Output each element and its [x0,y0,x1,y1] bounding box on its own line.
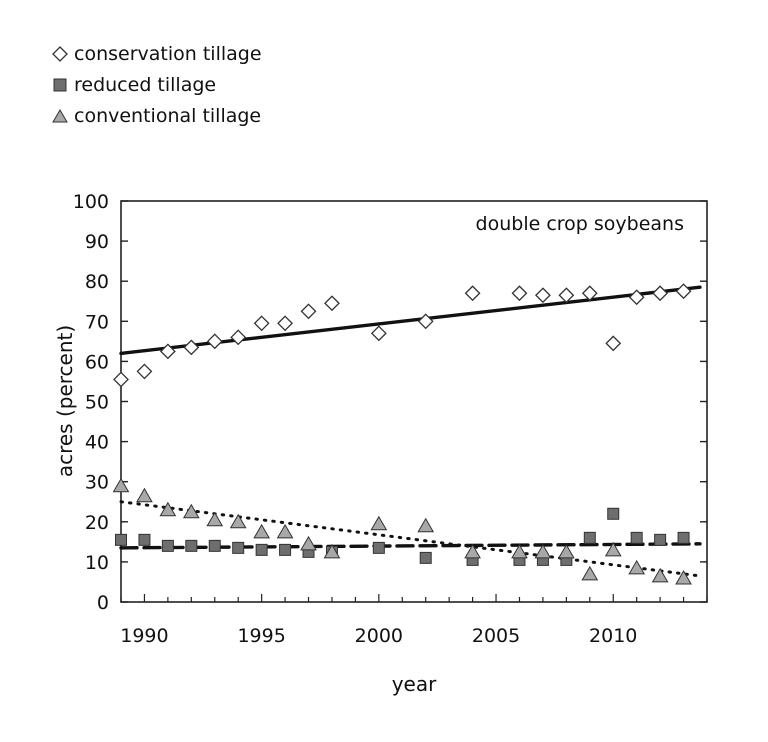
reduced-point [630,531,643,544]
y-tick-label: 10 [85,552,109,574]
y-tick-label: 20 [85,512,109,534]
conventional-point [229,513,247,529]
conventional-point [464,543,481,559]
conventional-point [136,487,153,503]
reduced-point [115,533,127,546]
legend-item-conventional: conventional tillage [52,100,262,131]
conventional-point [417,517,435,533]
chart-annotation: double crop soybeans [476,213,684,235]
conservation-point [558,287,575,304]
reduced-point [419,551,432,564]
legend-label-conventional: conventional tillage [74,104,262,127]
reduced-point [654,533,667,546]
conservation-point [159,343,176,360]
conservation-point [675,283,692,300]
conservation-point [230,329,247,346]
legend-label-conservation: conservation tillage [74,42,262,65]
x-axis: 1990 1995 2000 2005 2010 [120,594,708,647]
conservation-point [277,315,293,332]
conventional-point [112,477,130,493]
conventional-point [323,543,341,559]
legend-label-reduced: reduced tillage [74,73,217,96]
reduced-point [185,539,198,552]
reduced-point [583,531,596,544]
y-axis: 0 10 20 30 40 50 60 70 80 90 100 [73,191,707,614]
legend-item-conservation: conservation tillage [52,38,262,69]
x-axis-label: year [392,672,437,696]
reduced-point [279,543,292,556]
y-tick-label: 30 [85,472,109,494]
conservation-point [113,371,129,388]
conventional-point [604,541,622,557]
conventional-point [206,511,224,527]
conservation-point [253,315,270,332]
x-tick-label: 2005 [472,625,520,647]
reduced-point [255,543,268,556]
conventional-point [534,543,552,559]
reduced-point [677,531,690,544]
y-tick-label: 100 [73,191,109,213]
conservation-point [535,287,551,304]
conventional-point [182,503,200,519]
conventional-point [511,543,528,559]
conservation-point [300,303,317,320]
diamond-marker-icon [52,45,68,62]
conventional-point [276,523,294,539]
conservation-point [464,285,481,302]
reduced-point [232,541,245,554]
reduced-point [138,533,151,546]
conventional-point [159,501,177,517]
conventional-point [651,567,669,583]
y-tick-label: 0 [97,592,109,614]
x-tick-label: 1995 [237,625,285,647]
data-points [112,283,692,585]
y-tick-label: 70 [85,311,109,333]
conservation-point [417,313,434,330]
x-tick-label: 2000 [355,625,403,647]
y-tick-label: 60 [85,351,109,373]
conservation-point [652,285,669,302]
x-tick-label: 1990 [120,625,168,647]
conservation-point [581,285,598,302]
conservation-point [628,289,645,306]
reduced-point [607,507,620,520]
conservation-point [511,285,528,302]
y-tick-label: 40 [85,432,109,454]
y-tick-label: 90 [85,231,109,253]
triangle-marker-icon [52,108,68,122]
conservation-point [324,295,340,312]
reduced-point [161,539,174,552]
reduced-point [208,539,221,552]
conservation-point [206,333,223,350]
conventional-point [557,543,575,559]
x-tick-label: 2010 [589,625,637,647]
legend: conservation tillage reduced tillage con… [52,38,262,131]
conservation-point [605,335,622,352]
trend-lines [119,285,702,578]
y-tick-label: 80 [85,271,109,293]
conservation-point [136,363,153,380]
conventional-point [253,523,271,539]
legend-item-reduced: reduced tillage [52,69,262,100]
y-axis-label: acres (percent) [53,325,77,477]
square-marker-icon [53,78,67,91]
conventional-point [300,535,317,551]
conservation-point [183,339,200,356]
reduced-point [372,541,385,554]
trend-line-dotted [119,500,702,578]
conventional-point [370,515,388,531]
y-tick-label: 50 [85,392,109,414]
conservation-point [370,325,387,342]
conventional-point [675,569,692,585]
conventional-point [628,559,646,575]
conventional-point [581,565,599,581]
